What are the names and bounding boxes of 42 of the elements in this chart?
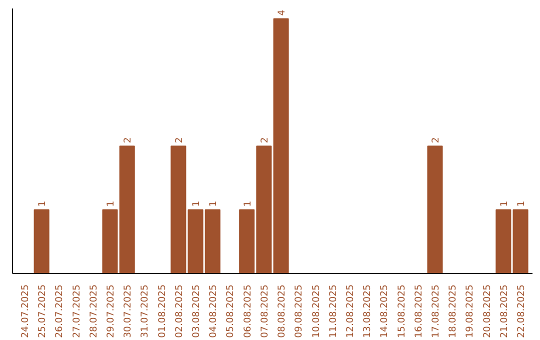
data-label: 2 — [122, 137, 134, 144]
x-tick-label: 20.08.2025 — [482, 284, 493, 338]
x-tick-label: 13.08.2025 — [362, 284, 374, 338]
x-tick-label: 26.07.2025 — [54, 284, 66, 338]
data-label: 1 — [191, 200, 202, 207]
x-tick-label: 04.08.2025 — [208, 284, 220, 338]
x-tick-label: 14.08.2025 — [379, 284, 390, 338]
x-tick-label: 08.08.2025 — [276, 284, 288, 338]
x-tick-label: 28.07.2025 — [88, 284, 100, 338]
x-tick-label: 01.08.2025 — [156, 284, 168, 338]
x-tick-label: 03.08.2025 — [191, 284, 202, 338]
data-label: 1 — [498, 200, 510, 207]
x-tick-label: 06.08.2025 — [242, 284, 254, 338]
x-tick-label: 29.07.2025 — [106, 284, 116, 338]
x-tick-label: 15.08.2025 — [396, 284, 408, 338]
x-tick-label: 25.07.2025 — [37, 284, 48, 338]
data-label: 1 — [208, 200, 220, 207]
x-tick-label: 11.08.2025 — [328, 284, 339, 338]
x-tick-label: 10.08.2025 — [310, 284, 322, 338]
x-tick-label: 21.08.2025 — [498, 284, 510, 338]
data-label: 1 — [242, 200, 254, 207]
data-label: 1 — [37, 200, 48, 207]
x-tick-label: 12.08.2025 — [344, 284, 356, 338]
x-tick-label: 16.08.2025 — [413, 284, 424, 338]
data-label: 1 — [106, 200, 116, 207]
x-tick-label: 02.08.2025 — [174, 284, 185, 338]
data-label: 2 — [430, 137, 442, 144]
x-tick-label: 05.08.2025 — [225, 284, 236, 338]
x-tick-label: 09.08.2025 — [294, 284, 305, 338]
x-tick-label: 18.08.2025 — [448, 284, 459, 338]
x-tick-label: 22.08.2025 — [516, 284, 528, 338]
x-tick-label: 24.07.2025 — [20, 284, 31, 338]
x-tick-label: 30.07.2025 — [122, 284, 134, 338]
x-tick-label: 19.08.2025 — [464, 284, 476, 338]
x-tick-label: 17.08.2025 — [430, 284, 442, 338]
x-tick-label: 07.08.2025 — [259, 284, 270, 338]
data-label: 1 — [516, 200, 528, 207]
data-label: 4 — [276, 10, 288, 16]
x-tick-label: 27.07.2025 — [71, 284, 82, 338]
data-label: 2 — [174, 137, 185, 144]
x-tick-label: 31.07.2025 — [140, 284, 151, 338]
data-label: 2 — [259, 137, 270, 144]
